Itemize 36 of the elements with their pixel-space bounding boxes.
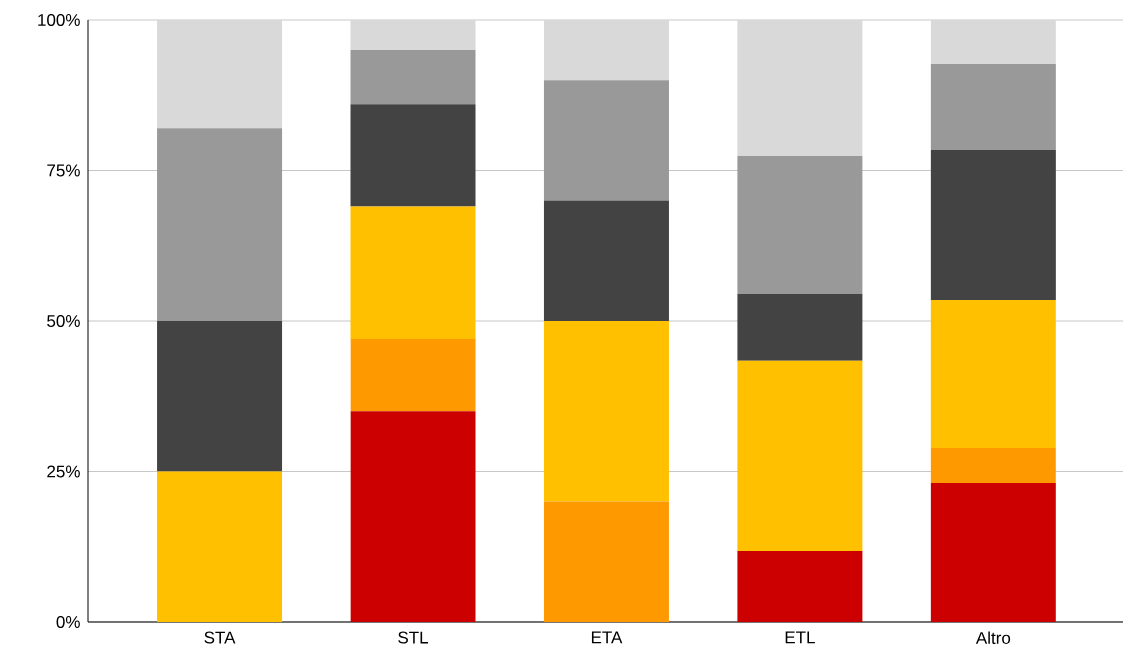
bar — [543, 19, 669, 81]
y-tick-label: 100% — [38, 13, 80, 27]
bar — [930, 482, 1056, 622]
bar — [737, 360, 863, 551]
bar — [543, 200, 669, 321]
bar — [350, 19, 476, 51]
bar — [737, 550, 863, 622]
bar — [543, 320, 669, 502]
bar — [350, 206, 476, 340]
x-tick-label: ETA — [591, 631, 623, 644]
x-tick-label: STL — [398, 631, 429, 644]
bar — [930, 19, 1056, 64]
bar — [930, 448, 1056, 483]
bar — [157, 128, 283, 321]
bar — [350, 104, 476, 207]
bar — [930, 150, 1056, 300]
y-tick-label: 25% — [47, 465, 80, 478]
x-tick-label: ETL — [785, 631, 815, 644]
bar — [737, 293, 863, 361]
y-tick-label: 75% — [47, 164, 80, 177]
x-tick-label: STA — [204, 631, 236, 644]
x-tick-label: Altro — [975, 631, 1011, 645]
bar — [930, 63, 1056, 151]
bar — [543, 501, 669, 622]
bar — [543, 80, 669, 201]
bar — [350, 339, 476, 412]
bar — [157, 19, 283, 129]
bar — [350, 50, 476, 105]
bar — [930, 299, 1056, 449]
bar — [737, 156, 863, 294]
bar — [157, 471, 283, 622]
bar — [350, 411, 476, 622]
y-tick-label: 0% — [56, 615, 80, 629]
bar — [157, 320, 283, 472]
y-tick-label: 50% — [47, 314, 80, 328]
bar — [737, 19, 863, 157]
